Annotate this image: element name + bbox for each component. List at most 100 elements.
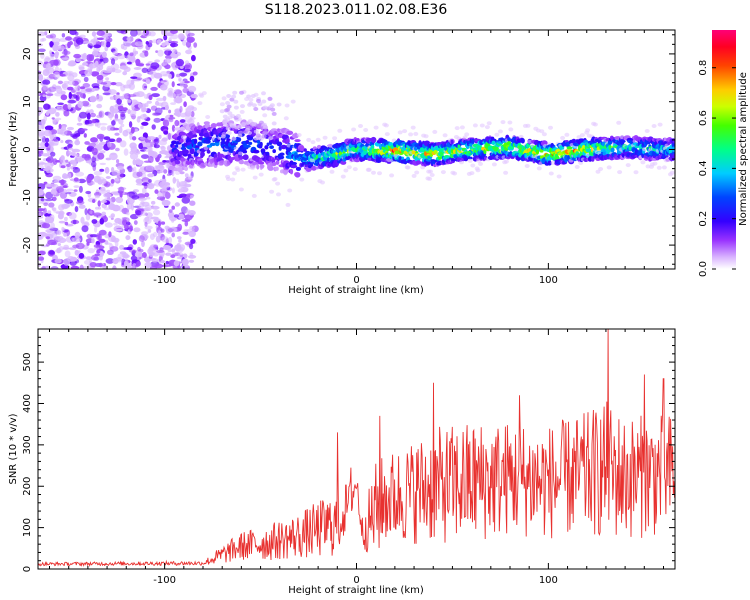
spectrogram-noise-cell [140,136,146,140]
y-tick-label: 0 [22,146,33,152]
spectrogram-halo-cell [536,166,542,171]
spectrogram-noise-cell [154,59,161,63]
spectrogram-noise-cell [49,214,55,221]
spectrogram-noise-cell [71,237,81,243]
spectrogram-noise-cell [92,199,96,203]
spectrogram-noise-cell [120,43,125,50]
spectrogram-noise-cell [132,172,137,176]
spectrogram-noise-cell [161,42,166,47]
spectrogram-noise-cell [176,73,181,78]
spectrogram-noise-cell [184,80,190,84]
spectrogram-halo-cell [432,129,438,134]
spectrogram-noise-cell [161,264,171,268]
spectrogram-noise-cell [81,100,90,107]
spectrogram-noise-cell [41,37,47,42]
spectrogram-ridge-cell [620,139,626,143]
spectrogram-noise-cell [190,238,196,244]
spectrogram-noise-cell [129,52,134,57]
spectrogram-halo-cell [287,188,293,193]
spectrogram-noise-cell [114,82,123,87]
spectrogram-halo-cell [428,169,433,174]
spectrogram-noise-cell [175,178,179,182]
spectrogram-noise-cell [61,226,65,232]
spectrogram-noise-cell [171,187,175,194]
spectrogram-noise-cell [65,159,69,163]
spectrogram-noise-cell [152,231,158,238]
spectrogram-noise-cell [82,62,88,66]
spectrogram-ridge-cell [491,140,496,145]
spectrogram-halo-cell [258,172,264,177]
spectrogram-noise-cell [167,228,174,233]
snr-xlabel: Height of straight line (km) [288,585,424,596]
spectrogram-noise-cell [65,36,72,41]
spectrogram-noise-cell [117,165,124,170]
spectrogram-noise-cell [50,189,57,195]
spectrogram-noise-cell [78,111,88,119]
spectrogram-noise-cell [91,160,97,168]
spectrogram-noise-cell [129,225,133,232]
snr-ticks: -100 0 100 0 100 200 300 400 500 [22,328,675,586]
spectrogram-noise-cell [69,147,74,151]
spectrogram-noise-cell [161,30,167,36]
spectrogram-noise-cell [67,143,73,148]
spectrogram-noise-cell [130,79,135,85]
spectrogram-noise-cell [157,230,162,238]
snr-panel: -100 0 100 0 100 200 300 400 500 Height of strai… [8,328,676,596]
spectrogram-noise-cell [56,105,61,109]
spectrogram-noise-cell [141,231,149,236]
spectrogram-noise-cell [99,150,106,154]
spectrogram-noise-cell [52,133,57,140]
spectrogram-noise-cell [98,262,103,268]
spectrogram-noise-cell [66,163,71,167]
spectrogram-noise-cell [171,205,175,210]
spectrogram-noise-cell [173,260,180,267]
spectrogram-noise-cell [168,116,176,120]
spectrogram-noise-cell [38,74,44,81]
spectrogram-ridge-cell [289,153,293,160]
spectrogram-noise-cell [124,224,129,230]
spectrogram-noise-cell [163,48,172,52]
spectrogram-noise-cell [115,95,120,99]
spectrogram-noise-cell [185,49,193,55]
spectrogram-noise-cell [171,124,176,132]
spectrogram-noise-cell [147,156,154,163]
spectrogram-noise-cell [106,141,112,148]
spectrogram-ylabel: Frequency (Hz) [8,111,19,187]
spectrogram-noise-cell [120,84,126,92]
spectrogram-noise-cell [120,113,126,120]
spectrogram-halo-cell [220,134,226,139]
spectrogram-halo-cell [484,125,490,130]
colorbar-gradient [712,30,736,269]
spectrogram-halo-cell [642,147,648,152]
spectrogram-noise-cell [96,74,104,81]
spectrogram-noise-cell [161,187,166,196]
spectrogram-noise-cell [85,160,93,164]
spectrogram-halo-cell [452,171,458,176]
spectrogram-halo-cell [233,99,239,104]
spectrogram-noise-cell [118,118,124,125]
spectrogram-noise-cell [83,221,89,225]
spectrogram-halo-cell [219,102,225,107]
spectrogram-noise-cell [101,51,107,58]
spectrogram-noise-cell [96,30,105,36]
spectrogram-noise-cell [162,160,167,163]
spectrogram-noise-cell [45,34,54,39]
spectrogram-halo-cell [315,137,321,142]
spectrogram-noise-cell [93,171,103,176]
spectrogram-noise-cell [67,103,72,110]
spectrogram-noise-cell [99,122,108,126]
spectrogram-noise-cell [94,194,100,199]
spectrogram-halo-cell [478,161,483,166]
spectrogram-ridge-cell [566,146,573,150]
spectrogram-halo-cell [652,161,658,166]
spectrogram-noise-cell [130,30,138,37]
spectrogram-noise-cell [82,265,92,269]
spectrogram-noise-cell [120,123,125,128]
spectrogram-ridge-cell [256,164,260,170]
spectrogram-noise-cell [168,209,173,213]
spectrogram-halo-cell [243,130,249,135]
spectrogram-noise-cell [131,103,135,110]
spectrogram-noise-cell [171,81,175,88]
spectrogram-noise-cell [163,169,168,174]
spectrogram-noise-cell [105,176,111,179]
